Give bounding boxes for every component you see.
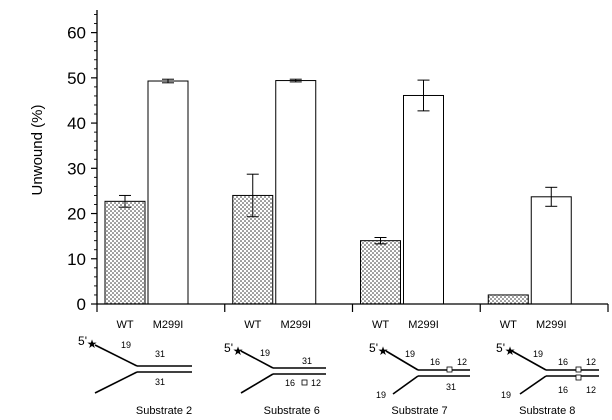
- series-label-wt: WT: [116, 319, 133, 331]
- five-prime-label: 5': [224, 341, 233, 355]
- substrate-label: Substrate 2: [136, 405, 192, 417]
- bars: [104, 78, 572, 305]
- group-labels: WT M299I Substrate 2 WT M299I Substrate 6 WT M2…: [116, 319, 575, 417]
- substrate-label: Substrate 7: [391, 405, 447, 417]
- label-top-16: 16: [430, 357, 440, 367]
- label-top-arm: 19: [405, 349, 415, 359]
- label-bottom-duplex: 31: [446, 382, 456, 392]
- label-top-duplex: 31: [155, 349, 165, 359]
- series-label-wt: WT: [372, 319, 389, 331]
- y-tick-label: 40: [67, 114, 86, 133]
- substrate-7-diagram: 5' ★ 19 16 12 19 31: [369, 341, 470, 400]
- mismatch-marker-top: [575, 366, 582, 373]
- wt-bar: [360, 240, 401, 305]
- label-top-duplex: 31: [302, 356, 312, 366]
- wt-bar: [487, 294, 529, 305]
- m299i-bar: [147, 80, 189, 305]
- star-icon: ★: [505, 344, 516, 358]
- five-prime-label: 5': [496, 341, 505, 355]
- mismatch-marker: [301, 379, 308, 386]
- y-tick-label: 30: [67, 159, 86, 178]
- label-bottom-arm: 19: [376, 390, 386, 400]
- m299i-bar: [403, 94, 444, 305]
- label-top-12: 12: [586, 357, 596, 367]
- star-icon: ★: [378, 344, 389, 358]
- series-label-wt: WT: [500, 319, 517, 331]
- five-prime-label: 5': [369, 341, 378, 355]
- m299i-bar: [275, 80, 317, 305]
- substrate-label: Substrate 6: [264, 405, 320, 417]
- series-label-wt: WT: [244, 319, 261, 331]
- five-prime-label: 5': [78, 334, 87, 348]
- series-label-m299i: M299I: [153, 319, 184, 331]
- y-axis-label: Unwound (%): [29, 105, 46, 196]
- label-top-arm: 19: [260, 348, 270, 358]
- y-tick-label: 50: [67, 69, 86, 88]
- label-bottom-12: 12: [311, 378, 321, 388]
- y-axis: 0 10 20 30 40 50 60: [67, 10, 98, 314]
- substrate-2-diagram: 5' ★ 19 31 31: [78, 334, 192, 394]
- y-tick-label: 20: [67, 205, 86, 224]
- series-label-m299i: M299I: [408, 319, 439, 331]
- label-bottom-16: 16: [285, 378, 295, 388]
- mismatch-marker: [446, 366, 453, 373]
- label-top-arm: 19: [533, 349, 543, 359]
- label-top-arm: 19: [121, 340, 131, 350]
- star-icon: ★: [87, 337, 98, 351]
- y-tick-label: 0: [77, 295, 86, 314]
- label-bottom-duplex: 31: [155, 377, 165, 387]
- series-label-m299i: M299I: [536, 319, 567, 331]
- label-bottom-12: 12: [586, 385, 596, 395]
- y-tick-label: 60: [67, 24, 86, 43]
- substrate-label: Substrate 8: [519, 405, 575, 417]
- mismatch-marker-bottom: [575, 374, 582, 381]
- m299i-bar: [530, 196, 572, 305]
- label-top-12: 12: [457, 357, 467, 367]
- substrate-6-diagram: 5' ★ 19 31 16 12: [224, 341, 326, 394]
- y-tick-label: 10: [67, 250, 86, 269]
- label-bottom-arm: 19: [501, 390, 511, 400]
- x-axis: [96, 303, 609, 312]
- wt-bar: [104, 200, 146, 305]
- substrate-diagrams: 5' ★ 19 31 31 5' ★ 19 31 16 12 5: [78, 334, 599, 400]
- series-label-m299i: M299I: [280, 319, 311, 331]
- label-top-16: 16: [558, 357, 568, 367]
- star-icon: ★: [233, 344, 244, 358]
- substrate-8-diagram: 5' ★ 19 16 12 19 16 12: [496, 341, 599, 400]
- label-bottom-16: 16: [558, 385, 568, 395]
